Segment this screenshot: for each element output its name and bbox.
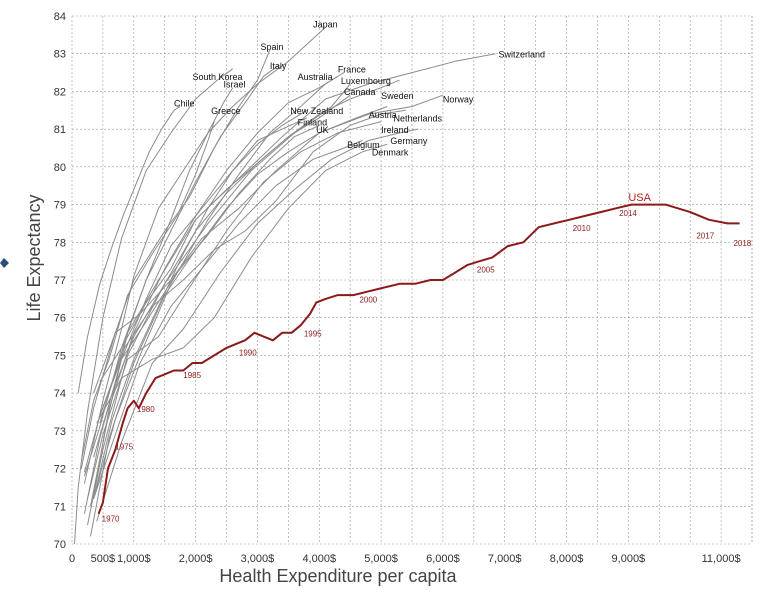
x-axis-ticks: 0 500$ 1,000$ 2,000$ 3,000$ 4,000$ 5,000$ 6,000… <box>69 553 741 565</box>
x-tick-label: 2,000$ <box>179 553 213 565</box>
country-label: Ireland <box>381 125 409 135</box>
y-tick-label: 84 <box>54 11 66 23</box>
usa-year-label: 2018 <box>733 239 751 248</box>
country-line-switzerland <box>99 53 496 424</box>
country-label: Belgium <box>347 140 380 150</box>
y-tick-label: 82 <box>54 86 66 98</box>
y-tick-label: 81 <box>54 124 66 136</box>
usa-line <box>97 203 740 515</box>
usa-year-label: 1990 <box>239 348 257 357</box>
usa-year-labels: 1970 1975 1980 1985 1990 1995 2000 2005 2010 2014… <box>102 209 752 523</box>
country-label: Finland <box>298 117 328 127</box>
y-tick-label: 80 <box>54 162 66 174</box>
usa-year-label: 2005 <box>477 265 495 274</box>
usa-series <box>97 203 740 515</box>
usa-year-label: 2017 <box>696 232 714 241</box>
country-label: South Korea <box>193 72 243 82</box>
country-labels: Japan Spain Italy Switzerland South Korea Aus… <box>174 19 545 157</box>
country-label: UK <box>316 125 329 135</box>
usa-year-label: 1985 <box>183 371 201 380</box>
y-tick-label: 74 <box>54 388 66 400</box>
country-label: France <box>338 65 366 75</box>
country-line-austria <box>90 106 388 537</box>
y-tick-label: 72 <box>54 464 66 476</box>
country-label: Canada <box>344 87 376 97</box>
country-line-australia <box>93 75 339 496</box>
country-series <box>74 26 496 545</box>
country-label: Spain <box>261 42 284 52</box>
usa-year-label: 2010 <box>573 224 591 233</box>
country-line-canada <box>93 94 351 458</box>
country-line-south-korea <box>74 68 233 545</box>
usa-year-label: 1995 <box>304 330 322 339</box>
country-label: Israel <box>223 80 245 90</box>
x-tick-label: 4,000$ <box>302 553 336 565</box>
country-label: Denmark <box>372 148 409 158</box>
y-tick-label: 71 <box>54 501 66 513</box>
y-tick-label: 70 <box>54 539 66 551</box>
country-label: Japan <box>313 19 338 29</box>
country-line-japan <box>83 26 326 484</box>
usa-year-label: 2014 <box>619 209 637 218</box>
country-label: Norway <box>443 95 474 105</box>
side-arrow-marker <box>0 258 9 268</box>
x-tick-label: 1,000$ <box>117 553 151 565</box>
country-line-belgium <box>93 140 363 499</box>
y-tick-label: 76 <box>54 313 66 325</box>
usa-year-label: 1970 <box>102 514 120 523</box>
country-label: Netherlands <box>393 114 442 124</box>
y-tick-label: 77 <box>54 275 66 287</box>
country-label: Chile <box>174 99 195 109</box>
country-line-denmark <box>96 143 388 424</box>
x-tick-label: 500$ <box>91 553 115 565</box>
y-tick-label: 79 <box>54 200 66 212</box>
x-tick-label: 3,000$ <box>241 553 275 565</box>
y-tick-label: 75 <box>54 350 66 362</box>
country-label: Sweden <box>381 91 414 101</box>
country-line-norway <box>93 94 444 394</box>
country-line-uk <box>83 124 320 473</box>
y-tick-label: 78 <box>54 237 66 249</box>
usa-year-label: 2000 <box>359 296 377 305</box>
y-axis-ticks: 70 71 72 73 74 75 76 77 78 79 80 81 82 83 84 <box>54 11 66 551</box>
country-line-germany <box>96 128 419 522</box>
country-line-ireland <box>87 121 382 499</box>
x-tick-label: 6,000$ <box>426 553 460 565</box>
country-label: Switzerland <box>499 49 546 59</box>
x-tick-label: 5,000$ <box>364 553 398 565</box>
x-axis-title: Health Expenditure per capita <box>219 566 457 586</box>
country-label: Germany <box>390 136 428 146</box>
country-line-greece <box>80 121 215 462</box>
usa-year-label: 1980 <box>137 405 155 414</box>
country-label: Luxembourg <box>341 76 391 86</box>
country-label: Greece <box>211 106 241 116</box>
x-tick-label: 0 <box>69 553 75 565</box>
country-line-chile <box>77 106 181 394</box>
x-tick-label: 7,000$ <box>488 553 522 565</box>
x-tick-label: 9,000$ <box>612 553 646 565</box>
country-line-luxembourg <box>87 83 351 526</box>
country-label: Italy <box>270 61 287 71</box>
country-label: Australia <box>298 72 333 82</box>
usa-series-label: USA <box>628 192 651 204</box>
y-tick-label: 83 <box>54 49 66 61</box>
y-tick-label: 73 <box>54 426 66 438</box>
country-line-netherlands <box>99 109 406 416</box>
x-tick-label: 11,000$ <box>702 553 741 565</box>
y-axis-title: Life Expectancy <box>24 194 44 321</box>
x-tick-label: 8,000$ <box>550 553 584 565</box>
country-label: Austria <box>369 110 397 120</box>
usa-year-label: 1975 <box>115 443 133 452</box>
country-label: New Zealand <box>290 106 343 116</box>
